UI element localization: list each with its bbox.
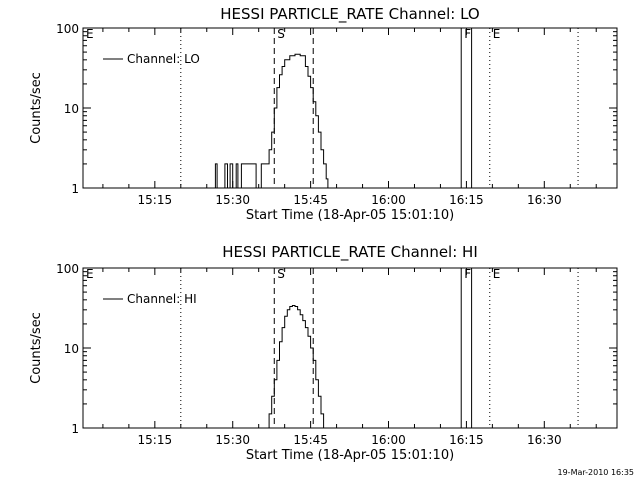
x-tick-label: 16:30 [527, 433, 562, 447]
x-axis-label: Start Time (18-Apr-05 15:01:10) [246, 448, 454, 463]
chart-title: HESSI PARTICLE_RATE Channel: HI [222, 243, 478, 262]
event-label: E [86, 267, 94, 281]
y-axis-label: Counts/sec [29, 72, 44, 144]
x-tick-label: 16:15 [449, 193, 484, 207]
y-tick-label: 10 [64, 102, 79, 116]
chart-title: HESSI PARTICLE_RATE Channel: LO [220, 5, 479, 24]
x-tick-label: 16:00 [371, 193, 406, 207]
y-tick-label: 100 [56, 262, 79, 276]
legend-label: Channel: HI [127, 292, 197, 306]
x-tick-label: 15:30 [215, 193, 250, 207]
x-tick-label: 15:45 [293, 433, 328, 447]
panel-lo: HESSI PARTICLE_RATE Channel: LO 15:15 15:3… [29, 5, 618, 223]
event-label: E [493, 27, 501, 41]
event-label: S [277, 267, 285, 281]
x-tick-label: 15:15 [138, 433, 173, 447]
event-label: E [493, 267, 501, 281]
x-tick-label: 15:30 [215, 433, 250, 447]
series-line [213, 53, 329, 189]
y-axis-label: Counts/sec [29, 312, 44, 384]
event-label: E [86, 27, 94, 41]
y-tick-label: 1 [71, 422, 79, 436]
event-label: F [464, 267, 471, 281]
legend-label: Channel: LO [127, 52, 200, 66]
x-tick-label: 15:45 [293, 193, 328, 207]
x-tick-label: 16:30 [527, 193, 562, 207]
footer-timestamp: 19-Mar-2010 16:35 [558, 468, 635, 477]
y-tick-label: 10 [64, 342, 79, 356]
x-axis-label: Start Time (18-Apr-05 15:01:10) [246, 208, 454, 223]
event-label: S [277, 27, 285, 41]
y-tick-label: 1 [71, 182, 79, 196]
event-label: F [464, 27, 471, 41]
panel-hi: HESSI PARTICLE_RATE Channel: HI 15:15 15:3… [29, 243, 618, 463]
y-tick-label: 100 [56, 22, 79, 36]
x-tick-label: 15:15 [138, 193, 173, 207]
x-tick-label: 16:15 [449, 433, 484, 447]
series-line [267, 305, 325, 429]
x-tick-label: 16:00 [371, 433, 406, 447]
